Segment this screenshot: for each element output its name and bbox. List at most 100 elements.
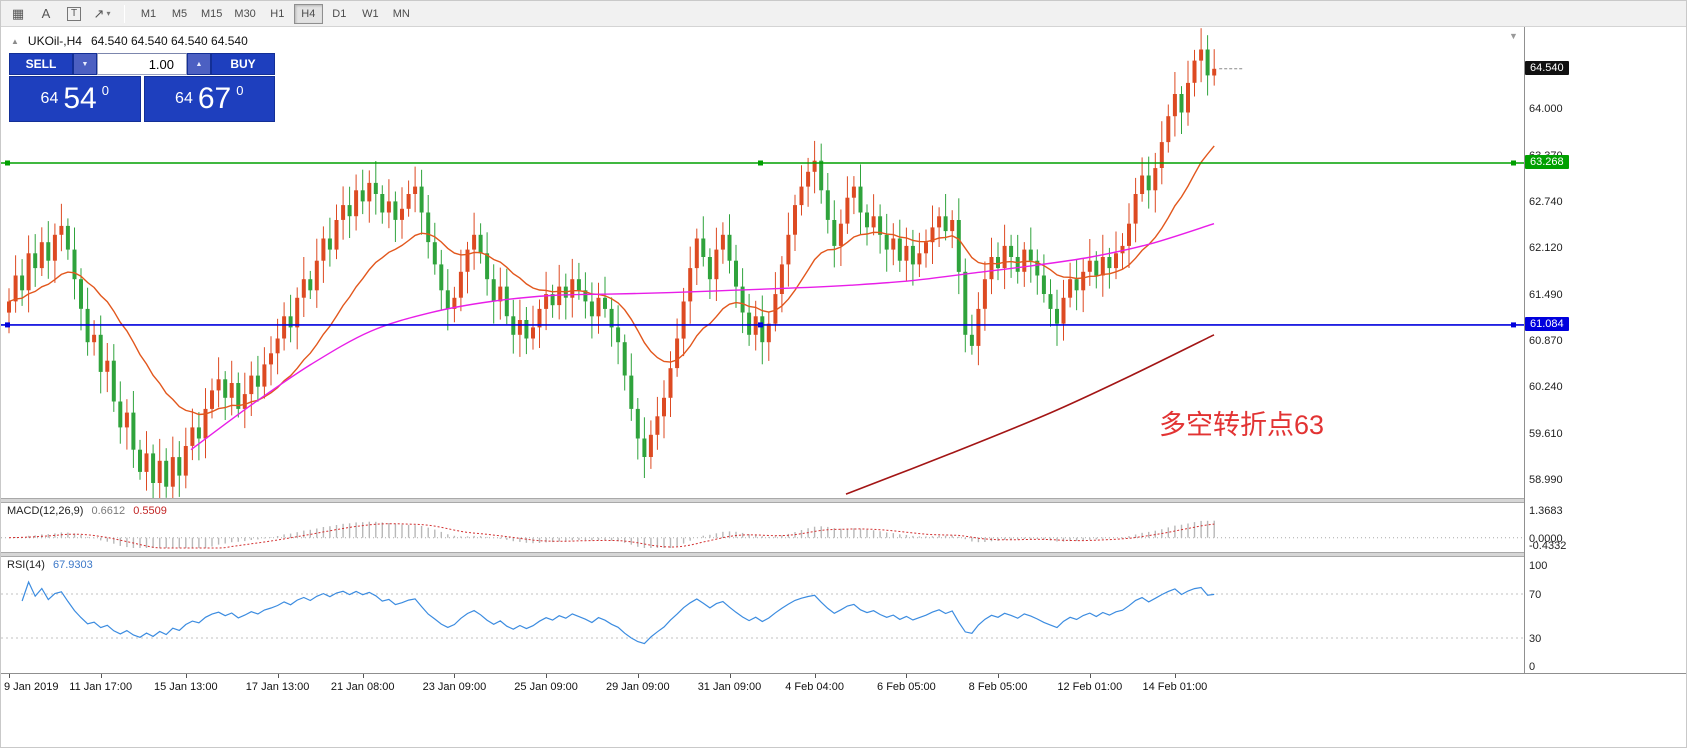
time-tick	[9, 674, 10, 678]
rsi-line	[21, 580, 1215, 645]
time-tick	[906, 674, 908, 678]
trendline[interactable]	[845, 334, 1215, 495]
time-tick	[998, 674, 999, 678]
draw-arrow-icon: ↗	[93, 5, 105, 21]
volume-dropdown-button[interactable]: ▼	[73, 53, 97, 75]
macd-histogram	[14, 520, 1215, 548]
volume-input[interactable]	[97, 53, 187, 75]
time-tick	[362, 674, 364, 678]
timeframe-toolbar: M1 M5 M15 M30 H1 H4 D1 W1 MN	[134, 3, 416, 24]
panel-divider[interactable]	[1, 552, 1686, 557]
time-tick	[100, 674, 102, 678]
macd-chart[interactable]	[1, 503, 1524, 552]
text-label-icon[interactable]: A	[33, 3, 59, 25]
trade-panel-price-row: 64 54 0 64 67 0	[9, 76, 275, 122]
macd-main-value: 0.6612	[91, 505, 126, 517]
buy-price-base: 64	[175, 90, 193, 107]
macd-scale-label: 1.3683	[1529, 505, 1563, 517]
timeframe-button-m5[interactable]: M5	[165, 4, 194, 24]
timeframe-button-m30[interactable]: M30	[229, 4, 260, 24]
rsi-scale-label: 0	[1529, 661, 1536, 673]
line-handle[interactable]	[758, 322, 763, 328]
macd-header: MACD(12,26,9) 0.6612 0.5509	[7, 505, 172, 517]
candles	[7, 28, 1217, 498]
time-tick	[454, 674, 456, 678]
time-tick	[814, 674, 816, 678]
price-label: 59.610	[1529, 428, 1563, 441]
time-label: 8 Feb 05:00	[968, 681, 1028, 693]
price-label: 58.990	[1529, 474, 1563, 486]
sell-price-base: 64	[40, 90, 59, 107]
macd-signal-value: 0.5509	[133, 505, 167, 517]
buy-price-button[interactable]: 64 67 0	[143, 76, 275, 122]
price-scale[interactable]: 64.00063.37062.74062.12061.49060.87060.2…	[1525, 27, 1686, 673]
line-handle[interactable]	[5, 322, 10, 328]
volume-up-button[interactable]: ▲	[187, 53, 211, 75]
pattern-icon[interactable]: ▦	[5, 3, 31, 25]
hline-price-label: 61.084	[1525, 316, 1569, 331]
macd-scale-label: -0.4332	[1529, 540, 1567, 552]
timeframe-button-mn[interactable]: MN	[387, 4, 416, 24]
time-label: 31 Jan 09:00	[697, 681, 762, 693]
buy-button[interactable]: BUY	[211, 53, 275, 75]
ohlc-values: 64.540 64.540 64.540 64.540	[90, 34, 248, 48]
rsi-chart[interactable]	[1, 557, 1524, 673]
text-frame-icon[interactable]: T	[61, 3, 87, 25]
timeframe-button-h4[interactable]: H4	[293, 3, 323, 24]
rsi-value: 67.9303	[52, 559, 93, 571]
rsi-name: RSI(14)	[7, 559, 45, 571]
line-handle[interactable]	[1511, 160, 1516, 166]
time-tick	[1089, 674, 1091, 678]
price-label: 64.000	[1529, 102, 1563, 115]
price-label: 60.870	[1529, 334, 1563, 347]
time-label: 12 Feb 01:00	[1057, 681, 1123, 693]
caret-up-icon: ▲	[195, 60, 203, 68]
macd-scale-label: 0.0000	[1529, 532, 1563, 545]
sell-button[interactable]: SELL	[9, 53, 73, 75]
draw-tools-dropdown[interactable]: ↗ ▾	[89, 3, 115, 25]
rsi-scale-label: 100	[1529, 560, 1548, 572]
time-label: 6 Feb 05:00	[877, 681, 936, 693]
panel-divider[interactable]	[1, 498, 1686, 503]
rsi-header: RSI(14) 67.9303	[7, 559, 98, 571]
caret-down-icon: ▼	[81, 60, 89, 68]
time-label: 11 Jan 17:00	[69, 681, 133, 693]
timeframe-button-m15[interactable]: M15	[196, 4, 227, 24]
time-label: 29 Jan 09:00	[605, 681, 670, 693]
chart-window[interactable]: ▲ UKOil-,H4 64.540 64.540 64.540 64.540 …	[1, 27, 1524, 498]
timeframe-button-h1[interactable]: H1	[263, 4, 292, 24]
time-tick	[729, 674, 731, 678]
macd-signal-line	[8, 523, 1215, 549]
buy-price-pips: 67	[197, 82, 232, 115]
line-handle[interactable]	[1511, 322, 1516, 328]
toolbar-separator	[124, 4, 125, 23]
caret-down-icon: ▾	[106, 9, 111, 18]
price-label: 60.240	[1529, 381, 1563, 394]
timeframe-button-m1[interactable]: M1	[134, 4, 163, 24]
time-label: 21 Jan 08:00	[330, 681, 395, 693]
rsi-indicator-panel: RSI(14) 67.9303	[1, 557, 1524, 673]
bid-price-label: 64.540	[1525, 60, 1569, 75]
timeframe-button-d1[interactable]: D1	[325, 4, 354, 24]
time-tick	[546, 674, 548, 678]
time-tick	[1174, 674, 1176, 678]
chart-shift-marker-icon[interactable]: ▼	[1509, 31, 1518, 41]
ma-slow-line	[190, 223, 1215, 451]
line-handle[interactable]	[5, 160, 10, 166]
time-label: 15 Jan 13:00	[153, 681, 218, 693]
trade-panel-top-row: SELL ▼ ▲ BUY	[9, 53, 275, 75]
timeframe-button-w1[interactable]: W1	[356, 4, 385, 24]
time-label: 25 Jan 09:00	[514, 681, 578, 693]
time-label: 9 Jan 2019	[4, 681, 59, 693]
macd-indicator-panel: MACD(12,26,9) 0.6612 0.5509	[1, 503, 1524, 552]
time-axis[interactable]: 9 Jan 2019 11 Jan 17:00 15 Jan 13:00 17 Jan…	[1, 673, 1686, 703]
scale-separator	[1524, 27, 1525, 673]
main-price-chart[interactable]	[1, 27, 1524, 498]
panel-collapse-icon[interactable]: ▲	[11, 36, 19, 46]
sell-price-button[interactable]: 64 54 0	[9, 76, 141, 122]
rsi-scale-label: 30	[1529, 633, 1542, 645]
chart-title: ▲ UKOil-,H4 64.540 64.540 64.540 64.540	[11, 34, 248, 48]
line-handle[interactable]	[758, 160, 763, 166]
time-tick	[185, 674, 187, 678]
time-label: 17 Jan 13:00	[245, 681, 310, 693]
